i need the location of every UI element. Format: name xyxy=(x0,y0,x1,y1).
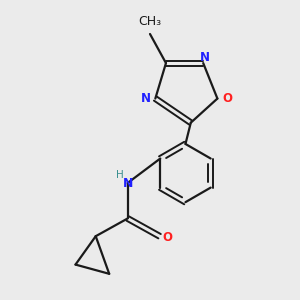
Text: N: N xyxy=(141,92,151,105)
Text: N: N xyxy=(122,177,133,190)
Text: N: N xyxy=(200,51,210,64)
Text: O: O xyxy=(222,92,232,105)
Text: O: O xyxy=(162,232,172,244)
Text: H: H xyxy=(116,170,124,180)
Text: CH₃: CH₃ xyxy=(138,15,162,28)
